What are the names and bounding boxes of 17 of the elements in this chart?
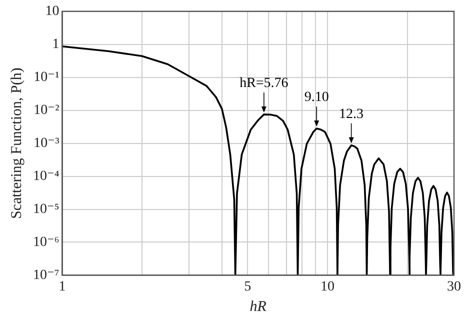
y-axis-title: Scattering Function, P(h): [8, 68, 25, 219]
annotation: 12.3: [339, 106, 364, 122]
x-tick-label: 5: [244, 279, 252, 294]
annotation: hR=5.76: [240, 76, 288, 92]
y-tick-label: 1: [52, 37, 60, 52]
y-tick-label: 10⁻⁶: [32, 234, 60, 250]
y-tick-label: 10⁻⁵: [32, 202, 60, 217]
y-tick-label: 10⁻⁴: [32, 168, 60, 184]
y-tick-label: 10: [45, 4, 60, 20]
x-tick-label: 30: [447, 279, 461, 294]
y-tick-label: 10⁻⁷: [32, 268, 60, 283]
x-axis-title: hR: [250, 298, 266, 315]
x-tick-label: 10: [320, 279, 334, 294]
y-tick-label: 10⁻²: [34, 102, 60, 118]
annotation: 9.10: [304, 90, 329, 106]
y-tick-label: 10⁻¹: [34, 70, 60, 86]
y-tick-label: 10⁻³: [34, 136, 60, 151]
